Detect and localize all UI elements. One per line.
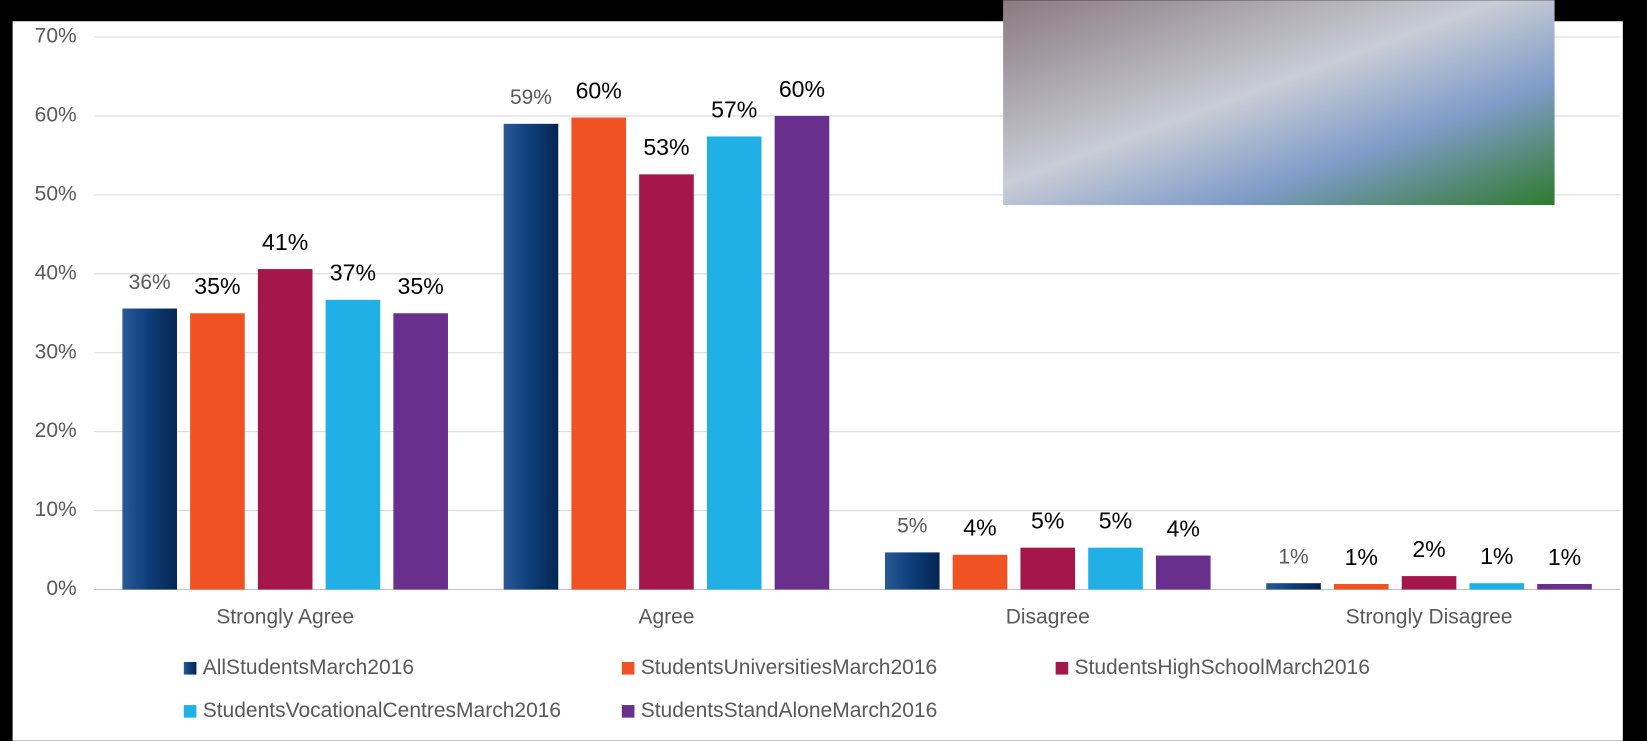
bar <box>884 552 940 590</box>
value-label: 4% <box>1167 515 1200 541</box>
value-label: 1% <box>1345 544 1378 570</box>
x-tick-label: Disagree <box>1006 605 1090 628</box>
bar <box>190 313 245 590</box>
value-label: 60% <box>779 76 825 102</box>
legend-swatch <box>1055 661 1069 675</box>
value-label: 57% <box>711 96 757 122</box>
bar <box>1333 583 1389 590</box>
value-label: 4% <box>963 515 996 541</box>
value-label: 2% <box>1412 536 1445 562</box>
y-tick-label: 30% <box>35 340 77 363</box>
legend-label: StudentsStandAloneMarch2016 <box>641 699 938 722</box>
value-label: 1% <box>1278 546 1308 569</box>
bar <box>706 136 762 590</box>
value-label: 5% <box>897 515 927 538</box>
bar <box>257 269 313 590</box>
value-label: 59% <box>510 86 552 109</box>
bar <box>1266 583 1321 590</box>
bar <box>639 174 694 590</box>
value-label: 1% <box>1548 544 1581 570</box>
legend-swatch <box>621 705 635 718</box>
y-tick-label: 20% <box>35 419 77 442</box>
bar <box>952 554 1008 590</box>
legend-swatch <box>183 661 197 675</box>
photo <box>1003 0 1555 206</box>
value-label: 60% <box>576 77 622 103</box>
value-label: 5% <box>1099 508 1132 534</box>
value-label: 1% <box>1480 543 1513 569</box>
legend-label: StudentsVocationalCentresMarch2016 <box>203 699 561 722</box>
x-tick-label: Strongly Agree <box>216 605 354 628</box>
y-tick-label: 10% <box>35 498 77 521</box>
legend-swatch <box>183 705 197 718</box>
value-label: 41% <box>262 229 308 255</box>
bar <box>774 115 830 590</box>
bar <box>1537 583 1592 590</box>
legend-label: StudentsUniversitiesMarch2016 <box>641 656 937 679</box>
y-tick-label: 50% <box>35 182 77 205</box>
value-label: 5% <box>1031 508 1064 534</box>
bar <box>1020 547 1076 590</box>
x-tick-label: Agree <box>638 605 694 628</box>
legend-label: AllStudentsMarch2016 <box>203 656 414 679</box>
bar <box>1155 555 1211 590</box>
bar <box>571 117 627 590</box>
bar <box>1469 583 1525 590</box>
y-tick-label: 0% <box>46 577 76 600</box>
legend-label: StudentsHighSchoolMarch2016 <box>1075 656 1370 679</box>
x-tick-label: Strongly Disagree <box>1346 605 1513 628</box>
bar <box>503 123 559 590</box>
bar <box>325 299 381 590</box>
value-label: 35% <box>194 273 240 299</box>
bar <box>1088 547 1143 590</box>
legend-swatch <box>621 661 635 675</box>
value-label: 35% <box>398 273 444 299</box>
value-label: 37% <box>330 260 376 286</box>
bar <box>1401 576 1457 590</box>
y-tick-label: 70% <box>35 25 77 48</box>
y-tick-label: 60% <box>35 103 77 126</box>
y-tick-label: 40% <box>35 261 77 284</box>
value-label: 53% <box>643 134 689 160</box>
bar <box>122 308 177 590</box>
value-label: 36% <box>129 271 171 294</box>
bar <box>393 313 448 590</box>
